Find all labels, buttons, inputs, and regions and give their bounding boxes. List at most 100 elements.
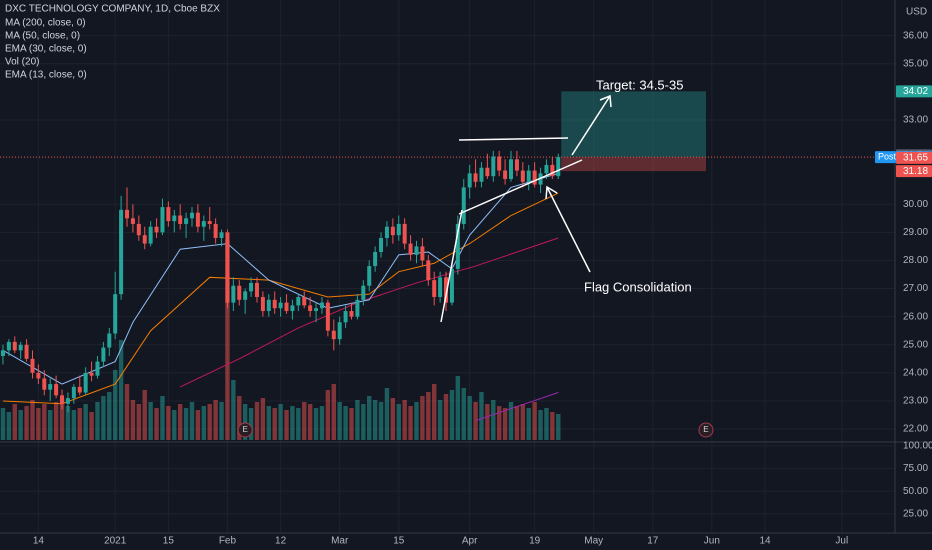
price-label: 31.18 <box>903 166 928 177</box>
y-tick-label: 27.00 <box>903 283 928 294</box>
candle-body <box>520 170 525 182</box>
candle-body <box>136 223 141 236</box>
volume-bar <box>89 412 94 440</box>
earnings-label: E <box>703 425 708 434</box>
volume-bar <box>473 402 478 440</box>
volume-bar <box>101 396 106 440</box>
x-tick-label: May <box>584 536 603 547</box>
volume-bar <box>189 402 195 440</box>
candle-body <box>148 226 153 244</box>
volume-bar <box>372 400 378 440</box>
volume-bar <box>107 392 112 440</box>
candle-body <box>107 333 112 348</box>
chart-title: DXC TECHNOLOGY COMPANY, 1D, Cboe BZX <box>5 4 220 15</box>
volume-bar <box>272 408 277 440</box>
volume-bar <box>130 400 136 440</box>
candle-body <box>184 218 189 224</box>
volume-bar <box>508 402 514 440</box>
candle-body <box>284 302 289 312</box>
legend-entry: Vol (20) <box>5 57 39 68</box>
volume-bar <box>396 404 401 440</box>
candle-body <box>349 311 354 317</box>
volume-bar <box>160 396 165 440</box>
volume-bar <box>12 404 17 440</box>
candle-body <box>249 282 254 292</box>
post-tag-box <box>875 151 896 164</box>
candle-body <box>278 302 283 309</box>
pane-tick-label: 25.00 <box>903 509 928 520</box>
candle-body <box>532 170 537 185</box>
volume-bar <box>485 404 490 440</box>
volume-bar <box>319 406 325 440</box>
volume-bar <box>467 396 472 440</box>
candle-body <box>213 223 218 238</box>
candle-body <box>503 170 508 179</box>
y-tick-label: 24.00 <box>903 367 928 378</box>
candle-body <box>130 218 135 224</box>
volume-bar <box>30 400 35 440</box>
volume-bar <box>502 408 508 440</box>
volume-bar <box>313 408 319 440</box>
candle-body <box>54 384 59 396</box>
volume-bar <box>53 402 59 440</box>
arrow-head <box>599 94 612 108</box>
y-tick-label: 30.00 <box>903 199 928 210</box>
volume-bar <box>0 408 6 440</box>
volume-bar <box>532 402 537 440</box>
volume-bar <box>83 404 88 440</box>
volume-bar <box>18 410 23 440</box>
volume-bar <box>296 408 301 440</box>
volume-bar <box>461 388 466 440</box>
candle-body <box>473 173 478 182</box>
y-tick-label: 25.00 <box>903 339 928 350</box>
candle-body <box>189 212 194 219</box>
x-tick-label: 14 <box>759 536 771 547</box>
candle-body <box>444 277 449 303</box>
price-label: 31.65 <box>903 153 928 164</box>
volume-bar <box>148 402 153 440</box>
volume-bar <box>142 390 147 440</box>
volume-bar <box>201 406 207 440</box>
volume-bar <box>491 400 496 440</box>
volume-bar <box>172 410 177 440</box>
y-tick-label: 36.00 <box>903 30 928 41</box>
y-tick-label: 29.00 <box>903 227 928 238</box>
volume-bar <box>136 404 142 440</box>
candle-body <box>266 299 271 312</box>
volume-bar <box>449 390 455 440</box>
price-label-box <box>896 151 932 164</box>
annotation: Flag Consolidation <box>584 279 692 294</box>
candle-body <box>30 358 35 373</box>
volume-bar <box>77 408 82 440</box>
candle-body <box>414 246 419 255</box>
volume-bar <box>124 384 130 440</box>
candle-body <box>455 223 460 269</box>
flag-pole <box>440 209 463 323</box>
y-tick-label: 28.00 <box>903 255 928 266</box>
volume-bar <box>378 402 384 440</box>
x-tick-label: 14 <box>33 536 45 547</box>
legend-entry: MA (200, close, 0) <box>5 18 86 29</box>
volume-bar <box>361 404 366 440</box>
flag-arrow <box>546 186 591 273</box>
volume-bar <box>526 408 531 440</box>
volume-bar <box>118 340 124 440</box>
candle-body <box>331 330 336 340</box>
legend-entry: EMA (30, close, 0) <box>5 44 87 55</box>
volume-bar <box>302 402 307 440</box>
x-tick-label: Feb <box>219 536 237 547</box>
volume-bar <box>278 404 283 440</box>
candle-body <box>272 299 277 309</box>
candle-body <box>65 398 70 404</box>
volume-bar <box>349 408 354 440</box>
volume-bar <box>237 396 242 440</box>
volume-bar <box>59 398 65 440</box>
candle-body <box>355 299 360 317</box>
candle-body <box>95 361 100 376</box>
volume-bar <box>48 410 53 440</box>
x-tick-label: 12 <box>275 536 287 547</box>
candle-body <box>308 305 313 312</box>
candle-body <box>408 243 413 255</box>
candle-body <box>509 159 514 179</box>
ma-line <box>475 392 559 422</box>
